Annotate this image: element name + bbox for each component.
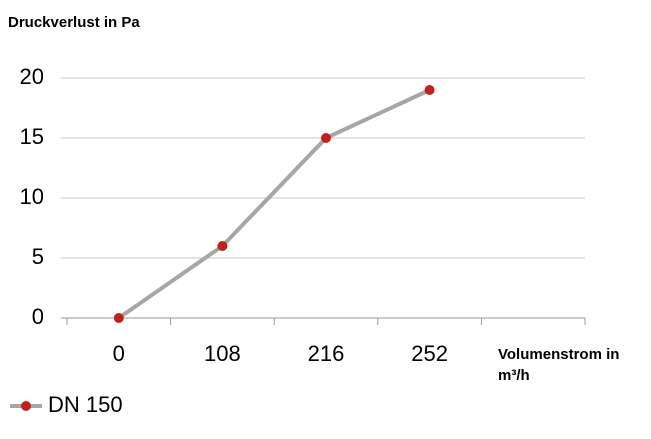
y-tick-label: 10 (20, 184, 44, 209)
y-tick-label: 20 (20, 64, 44, 89)
marker (113, 313, 124, 323)
marker (424, 85, 435, 95)
x-tick-label: 108 (204, 341, 241, 366)
x-axis-title: Volumenstrom in m³/h (498, 346, 620, 384)
y-tick-label: 0 (32, 304, 44, 329)
x-tick-label: 252 (411, 341, 448, 366)
y-axis-title: Druckverlust in Pa (8, 14, 140, 31)
y-tick-label: 15 (20, 124, 44, 149)
legend-marker (21, 401, 31, 411)
legend-label: DN 150 (48, 392, 123, 417)
x-tick-label: 216 (308, 341, 345, 366)
marker (217, 241, 228, 251)
x-tick-label: 0 (113, 341, 125, 366)
marker (321, 133, 331, 143)
y-tick-label: 5 (32, 244, 44, 269)
line (117, 88, 431, 320)
